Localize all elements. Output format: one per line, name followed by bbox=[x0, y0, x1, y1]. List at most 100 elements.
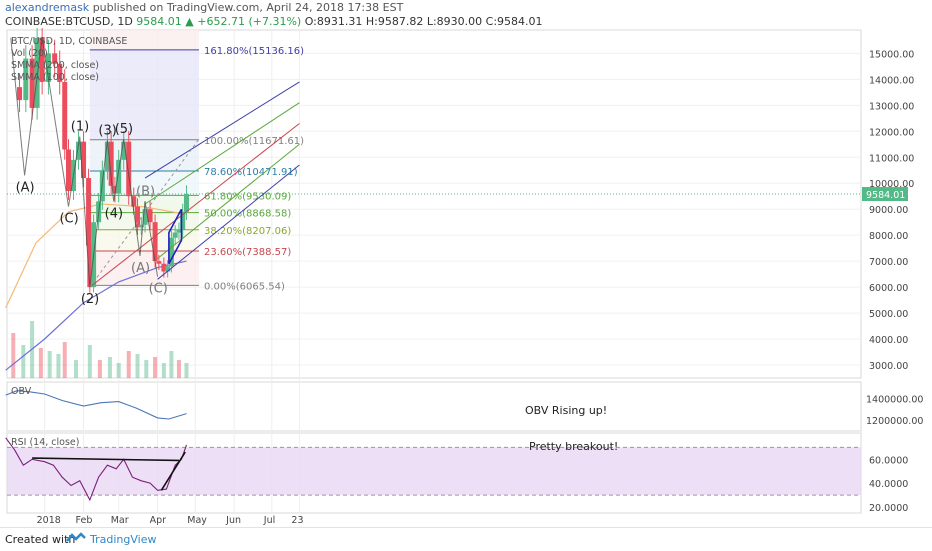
candle-body bbox=[156, 261, 162, 264]
rsi-title: RSI (14, close) bbox=[11, 437, 79, 448]
volume-bar bbox=[116, 363, 121, 378]
candle-body bbox=[108, 141, 114, 186]
volume-bar bbox=[56, 354, 61, 378]
legend-entry: SMMA (100, close) bbox=[11, 72, 99, 83]
candle-body bbox=[142, 209, 148, 225]
price-change: ▲ +652.71 (+7.31%) bbox=[185, 15, 302, 28]
volume-bar bbox=[11, 333, 16, 378]
wave-label: (2) bbox=[81, 292, 99, 307]
price-tick-label: 12000.00 bbox=[869, 127, 914, 138]
legend-entry: BTC/USD, 1D, COINBASE bbox=[11, 36, 127, 47]
fib-zone bbox=[89, 251, 200, 286]
volume-bar bbox=[74, 360, 79, 378]
candle-body bbox=[165, 266, 171, 272]
rsi-support bbox=[160, 451, 186, 491]
rsi-tick-label: 40.0000 bbox=[869, 479, 908, 490]
candle-body bbox=[135, 206, 141, 228]
candle-body bbox=[65, 149, 71, 192]
chart-header: alexandremask published on TradingView.c… bbox=[0, 0, 932, 28]
candle-body bbox=[112, 185, 118, 194]
legend-entry: Vol (20) bbox=[11, 48, 48, 59]
candle-body bbox=[52, 53, 58, 64]
price-tick-label: 8000.00 bbox=[869, 231, 908, 242]
volume-bar bbox=[161, 363, 166, 378]
ohlc-values: O:8931.31 H:9587.82 L:8930.00 C:9584.01 bbox=[304, 15, 543, 28]
last-price: 9584.01 bbox=[136, 15, 182, 28]
fib-zone bbox=[89, 170, 200, 196]
volume-bar bbox=[126, 351, 131, 378]
obv-tick-label: 1200000.00 bbox=[866, 416, 923, 427]
candle-body bbox=[62, 81, 68, 150]
fib-zone bbox=[89, 49, 200, 140]
fib-level-label: 50.00%(8868.58) bbox=[204, 209, 291, 220]
last-price-badge bbox=[862, 187, 908, 202]
author-name[interactable]: alexandremask bbox=[5, 1, 90, 14]
rsi-tick-label: 60.0000 bbox=[869, 455, 908, 466]
wave-label: (A) bbox=[131, 261, 150, 276]
price-tick-label: 13000.00 bbox=[869, 101, 914, 112]
candle-body bbox=[39, 37, 45, 82]
volume-bar bbox=[107, 357, 112, 378]
price-chart[interactable]: 161.80%(15136.16) 100.00%(11671.61) 78.60%… bbox=[0, 28, 932, 527]
candle-body bbox=[131, 196, 137, 207]
price-tick-label: 15000.00 bbox=[869, 49, 914, 60]
price-tick-label: 14000.00 bbox=[869, 75, 914, 86]
candle-body bbox=[57, 63, 63, 82]
fib-zone-top bbox=[89, 30, 200, 50]
time-tick-label: 2018 bbox=[37, 515, 61, 526]
time-tick-label: Jun bbox=[225, 515, 241, 526]
candle-body bbox=[23, 58, 29, 101]
time-tick-label: Mar bbox=[111, 515, 129, 526]
volume-bar bbox=[176, 360, 181, 378]
tradingview-brand[interactable]: TradingView bbox=[90, 533, 157, 546]
candle-body bbox=[87, 245, 93, 288]
fib-level-label: 23.60%(7388.57) bbox=[204, 247, 291, 258]
publish-info: published on TradingView.com, April 24, … bbox=[92, 1, 404, 14]
obv-tick-label: 1400000.00 bbox=[866, 394, 923, 405]
candle-body bbox=[86, 178, 92, 246]
footer: Created with TradingView bbox=[0, 527, 932, 551]
candle-body bbox=[29, 58, 35, 108]
rsi-band bbox=[7, 447, 861, 496]
price-tick-label: 9000.00 bbox=[869, 205, 908, 216]
time-tick-label: Jul bbox=[263, 515, 275, 526]
symbol-line: COINBASE:BTCUSD, 1D bbox=[5, 15, 133, 28]
candle-body bbox=[34, 37, 40, 108]
volume-bar bbox=[47, 351, 52, 378]
candle-body bbox=[161, 263, 167, 272]
rsi-annotation: Pretty breakout! bbox=[529, 440, 618, 453]
wave-label: (A) bbox=[16, 180, 35, 195]
volume-bar bbox=[153, 357, 158, 378]
channel-line bbox=[89, 123, 300, 288]
candle-body bbox=[104, 141, 110, 171]
time-tick-label: 23 bbox=[291, 515, 303, 526]
wave-label: (3) bbox=[98, 123, 116, 138]
price-tick-label: 11000.00 bbox=[869, 153, 914, 164]
wave-line bbox=[10, 37, 159, 288]
candle-body bbox=[121, 141, 127, 160]
candle-body bbox=[126, 141, 132, 197]
candle-body bbox=[147, 209, 153, 223]
price-tick-label: 6000.00 bbox=[869, 283, 908, 294]
wave-label: (C) bbox=[59, 212, 78, 227]
volume-bar bbox=[21, 345, 26, 378]
volume-bar bbox=[38, 348, 43, 378]
price-tick-label: 5000.00 bbox=[869, 309, 908, 320]
price-tick-label: 4000.00 bbox=[869, 335, 908, 346]
candle-body bbox=[138, 224, 144, 228]
fib-level-label: 0.00%(6065.54) bbox=[204, 281, 285, 292]
wave-label: (4) bbox=[105, 206, 123, 221]
candle-body bbox=[152, 222, 158, 262]
fib-level-label: 161.80%(15136.16) bbox=[204, 46, 304, 57]
volume-bar bbox=[62, 342, 67, 378]
rsi-tick-label: 20.0000 bbox=[869, 503, 908, 514]
price-tick-label: 7000.00 bbox=[869, 257, 908, 268]
price-axis: 15000.00 14000.00 13000.00 12000.00 11000.00… bbox=[869, 49, 914, 372]
wave-label: (1) bbox=[71, 119, 89, 134]
volume-bar bbox=[87, 345, 92, 378]
channel-line bbox=[157, 164, 300, 280]
fib-level-label: 38.20%(8207.06) bbox=[204, 226, 291, 237]
volume-bar bbox=[169, 351, 174, 378]
volume-bar bbox=[184, 363, 189, 378]
volume-bar bbox=[135, 354, 140, 378]
